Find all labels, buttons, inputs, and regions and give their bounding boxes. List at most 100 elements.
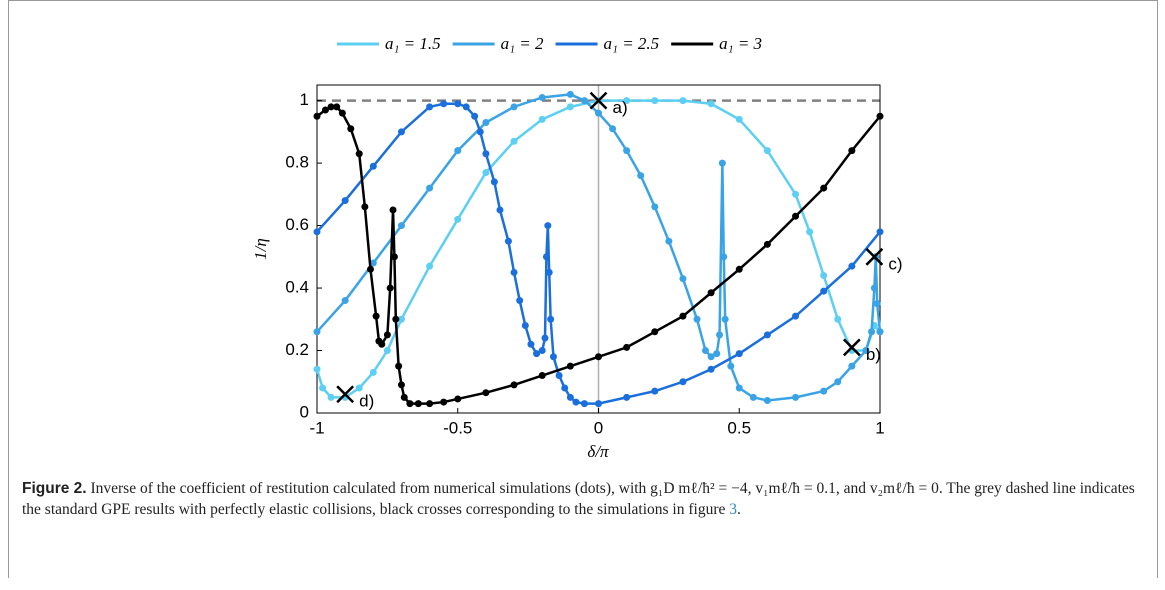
caption-ref[interactable]: 3 xyxy=(729,501,737,518)
data-point xyxy=(718,159,726,167)
data-point xyxy=(707,365,715,373)
series-line xyxy=(316,105,881,405)
data-point xyxy=(414,400,422,408)
data-point xyxy=(319,384,327,392)
data-point xyxy=(820,387,828,395)
data-point xyxy=(834,315,842,323)
data-point xyxy=(820,184,828,192)
data-point xyxy=(806,228,814,236)
data-point xyxy=(580,400,588,408)
data-point xyxy=(426,400,434,408)
data-point xyxy=(355,150,363,158)
data-point xyxy=(361,203,369,211)
data-point xyxy=(820,287,828,295)
y-tick-label: 0.2 xyxy=(285,340,309,359)
data-point xyxy=(868,328,876,336)
data-point xyxy=(383,347,391,355)
data-point xyxy=(716,331,724,339)
data-point xyxy=(341,197,349,205)
data-point xyxy=(516,297,524,305)
data-point xyxy=(454,100,462,108)
data-point xyxy=(848,362,856,370)
data-point xyxy=(510,268,518,276)
y-axis-label: 1/η xyxy=(251,238,270,260)
data-point xyxy=(572,398,580,406)
data-point xyxy=(693,315,701,323)
legend-label: a₁ = 3 xyxy=(719,34,762,53)
data-point xyxy=(820,272,828,280)
data-point xyxy=(454,147,462,155)
data-point xyxy=(327,393,335,401)
data-point xyxy=(679,97,687,105)
data-point xyxy=(873,300,881,308)
data-point xyxy=(521,322,529,330)
data-point xyxy=(623,393,631,401)
data-point xyxy=(333,103,341,111)
data-point xyxy=(707,100,715,108)
data-point xyxy=(397,222,405,230)
marker-label: a) xyxy=(613,98,628,117)
data-point xyxy=(735,384,743,392)
data-point xyxy=(623,343,631,351)
cross-marker xyxy=(589,91,608,110)
data-point xyxy=(763,147,771,155)
caption-label: Figure 2. xyxy=(22,480,87,497)
data-point xyxy=(538,372,546,380)
data-point xyxy=(870,284,878,292)
data-point xyxy=(862,347,870,355)
legend-label: a₁ = 2.5 xyxy=(604,34,660,53)
data-point xyxy=(707,353,715,361)
data-point xyxy=(623,147,631,155)
data-point xyxy=(355,384,363,392)
data-point xyxy=(347,125,355,133)
data-point xyxy=(538,347,546,355)
data-point xyxy=(313,328,321,336)
data-point xyxy=(876,228,884,236)
y-tick-label: 0.4 xyxy=(285,278,309,297)
data-point xyxy=(386,284,394,292)
data-point xyxy=(369,259,377,267)
data-point xyxy=(848,262,856,270)
data-point xyxy=(609,125,617,133)
data-point xyxy=(313,365,321,373)
data-point xyxy=(454,395,462,403)
data-point xyxy=(372,312,380,320)
data-point xyxy=(440,100,448,108)
data-point xyxy=(735,265,743,273)
data-point xyxy=(397,381,405,389)
data-point xyxy=(651,203,659,211)
data-point xyxy=(482,168,490,176)
data-point xyxy=(390,253,398,261)
x-tick-label: 0.5 xyxy=(727,418,751,437)
data-point xyxy=(701,347,709,355)
chart: δ/π 1/η -1 -0.5 0 0.5 1 0 0.2 0.4 0.6 0.8 1 a) b) c) d… xyxy=(251,34,903,461)
data-point xyxy=(651,97,659,105)
data-point xyxy=(707,289,715,297)
plot-frame xyxy=(316,84,881,414)
data-point xyxy=(792,393,800,401)
x-axis-label: δ/π xyxy=(587,442,609,461)
data-point xyxy=(538,93,546,101)
data-point xyxy=(389,206,397,214)
marker-label: c) xyxy=(888,254,902,273)
data-point xyxy=(595,353,602,361)
data-point xyxy=(504,237,512,245)
data-point xyxy=(545,268,553,276)
data-point xyxy=(561,384,569,392)
data-point xyxy=(533,350,541,358)
data-point xyxy=(735,115,743,123)
series-line xyxy=(316,93,882,402)
y-tick-label: 0.8 xyxy=(285,153,309,172)
data-point xyxy=(313,228,321,236)
data-point xyxy=(538,115,546,123)
data-point xyxy=(713,350,721,358)
data-point xyxy=(327,103,335,111)
data-point xyxy=(735,350,743,358)
data-point xyxy=(426,184,434,192)
x-tick-label: 1 xyxy=(875,418,884,437)
data-point xyxy=(482,389,490,397)
y-tick-label: 1 xyxy=(300,90,309,109)
data-point xyxy=(400,393,408,401)
data-point xyxy=(369,162,377,170)
